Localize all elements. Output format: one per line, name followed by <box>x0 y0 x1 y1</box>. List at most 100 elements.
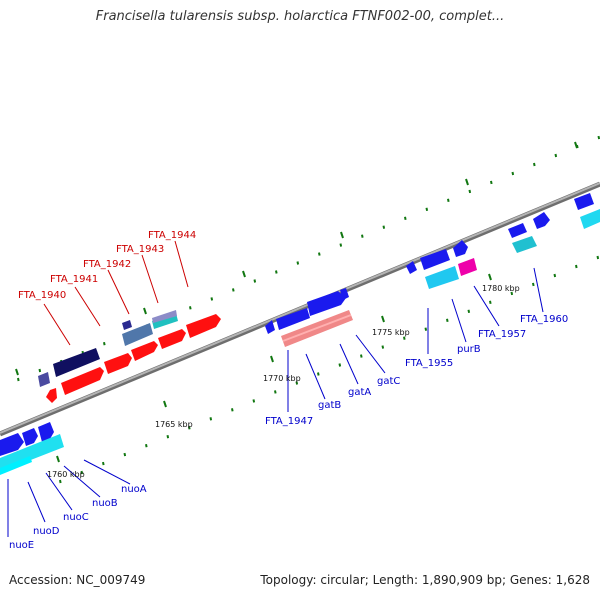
gene-arrow <box>307 291 346 316</box>
tick-mark <box>102 461 105 466</box>
tick-mark <box>296 261 300 265</box>
gene-arrow <box>158 329 186 349</box>
gene-block <box>580 209 600 229</box>
gene-label: purB <box>457 344 481 355</box>
tick-mark <box>338 363 342 367</box>
gene-label: FTA_1943 <box>116 244 164 255</box>
tick-mark <box>275 270 278 274</box>
tick-mark <box>361 234 364 238</box>
gene-label: FTA_1941 <box>50 274 98 285</box>
gene-block <box>38 372 50 387</box>
gene-label: nuoB <box>92 498 118 509</box>
gene-block <box>0 456 32 475</box>
gene-label: FTA_1947 <box>265 416 313 427</box>
tick-mark <box>403 336 406 340</box>
tick-mark <box>382 225 386 229</box>
tick-mark <box>232 288 235 292</box>
tick-mark <box>554 153 558 158</box>
tick-mark <box>252 399 256 403</box>
kbp-label: 1760 kbp <box>47 470 85 479</box>
tick-mark <box>103 342 106 346</box>
gene-label: nuoE <box>9 540 34 551</box>
tick-mark <box>596 255 600 260</box>
tick-mark <box>575 264 578 269</box>
gene-arrow <box>131 341 158 361</box>
red-gene-labels: FTA_1940 FTA_1941 FTA_1942 FTA_1943 FTA_… <box>18 230 196 301</box>
gene-arrow <box>38 422 54 442</box>
tick-marks <box>17 135 600 484</box>
gene-label: nuoA <box>121 484 147 495</box>
tick-mark <box>317 372 320 376</box>
tick-mark <box>467 309 471 313</box>
kbp-labels: 1760 kbp 1765 kbp 1770 kbp 1775 kbp 1780… <box>47 284 520 479</box>
tick-mark <box>209 417 213 421</box>
gene-label: gatC <box>377 376 400 387</box>
map-title: Francisella tularensis subsp. holarctica… <box>95 9 505 24</box>
tick-mark <box>425 207 429 211</box>
tick-mark <box>295 381 299 385</box>
accession-text: Accession: NC_009749 <box>9 573 146 587</box>
kbp-label: 1775 kbp <box>372 328 410 337</box>
tick-mark <box>404 216 407 220</box>
gene-label: FTA_1957 <box>478 329 526 340</box>
major-ticks <box>15 141 578 463</box>
nuo-gene-group <box>0 422 64 475</box>
gene-arrow <box>61 367 104 395</box>
tick-mark <box>17 377 20 382</box>
tick-mark <box>597 135 600 140</box>
gene-arrow <box>420 249 450 270</box>
tick-mark <box>274 390 277 394</box>
gene-label: nuoD <box>33 526 60 537</box>
gene-arrow <box>533 212 550 229</box>
gene-label: FTA_1942 <box>83 259 131 270</box>
tick-mark <box>166 435 170 439</box>
middle-gene-group <box>265 288 353 347</box>
tick-mark <box>510 291 514 296</box>
gene-arrow <box>406 261 417 274</box>
tick-mark <box>123 452 127 457</box>
gene-arrow <box>276 308 310 330</box>
tick-mark <box>533 162 536 167</box>
gene-block <box>53 348 100 377</box>
tick-mark <box>59 479 62 484</box>
tick-mark <box>468 189 472 194</box>
genome-backbone <box>0 181 600 437</box>
genome-summary-text: Topology: circular; Length: 1,890,909 bp… <box>260 573 590 587</box>
tick-mark <box>189 306 192 310</box>
gene-arrow <box>104 353 132 374</box>
tick-mark <box>339 243 343 247</box>
tick-mark <box>532 282 535 287</box>
tick-mark <box>231 408 234 412</box>
gene-block <box>122 323 153 346</box>
gene-arrow <box>508 223 527 238</box>
gene-label: FTA_1944 <box>148 230 196 241</box>
tick-mark <box>424 327 428 331</box>
gene-label: FTA_1960 <box>520 314 568 325</box>
tick-mark <box>318 252 321 256</box>
gene-label: gatA <box>348 387 371 398</box>
gene-arrow <box>453 240 468 257</box>
red-gene-group <box>38 310 221 403</box>
kbp-label: 1770 kbp <box>263 374 301 383</box>
tick-mark <box>253 279 257 283</box>
gene-arrow <box>46 388 57 403</box>
tick-mark <box>38 368 42 373</box>
tick-mark <box>80 470 84 475</box>
tick-mark <box>489 300 492 304</box>
tick-mark <box>188 426 191 430</box>
gene-arrow <box>0 433 24 456</box>
gene-block <box>425 266 459 289</box>
tick-mark <box>490 180 493 185</box>
tick-mark <box>360 354 363 358</box>
gene-arrow <box>574 193 594 210</box>
tick-mark <box>447 198 450 202</box>
blue-gene-labels: FTA_1947 gatB gatA gatC FTA_1955 purB FT… <box>9 314 568 551</box>
tick-mark <box>381 345 385 349</box>
gene-block <box>122 320 132 330</box>
gene-arrow <box>265 320 275 334</box>
gene-arrow <box>22 428 38 446</box>
tick-mark <box>553 273 557 278</box>
gene-block <box>152 310 177 323</box>
gene-block <box>512 236 537 253</box>
gene-label: FTA_1955 <box>405 358 453 369</box>
